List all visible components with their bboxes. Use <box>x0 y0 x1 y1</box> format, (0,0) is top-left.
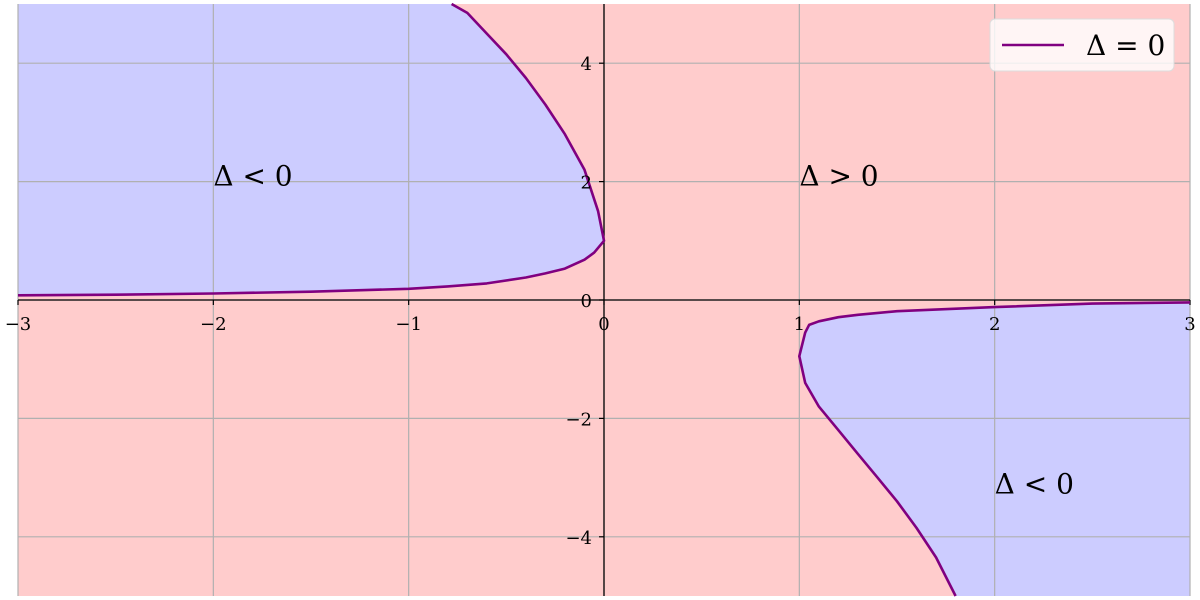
legend: Δ = 0 <box>989 18 1175 72</box>
x-tick-label: 0 <box>598 314 609 335</box>
curve-delta-zero-branch-1 <box>17 2 606 297</box>
axes <box>17 4 1191 596</box>
y-tick-label: 4 <box>581 54 592 75</box>
x-tick-label: 1 <box>794 314 805 335</box>
legend-box <box>989 18 1175 72</box>
region-annotation: Δ < 0 <box>995 468 1074 501</box>
region-annotation: Δ < 0 <box>213 160 292 193</box>
y-tick-label: 2 <box>581 173 592 194</box>
region-annotation: Δ > 0 <box>799 160 878 193</box>
curve-delta-zero-branch-2 <box>798 301 1191 597</box>
legend-label: Δ = 0 <box>1086 29 1165 62</box>
tick-labels: −3 −2 −1 0 1 2 3 −4 −2 0 2 4 <box>5 54 1196 549</box>
x-tick-label: −3 <box>5 314 32 335</box>
x-tick-label: 2 <box>989 314 1000 335</box>
x-tick-label: −2 <box>200 314 227 335</box>
curves <box>17 2 1191 597</box>
y-tick-label: −2 <box>565 409 592 430</box>
y-tick-label: −4 <box>565 528 592 549</box>
region-annotations: Δ < 0 Δ > 0 Δ < 0 <box>213 160 1074 501</box>
x-tick-label: 3 <box>1184 314 1195 335</box>
region-negative-upper-left <box>18 4 604 296</box>
y-tick-label: 0 <box>581 291 592 312</box>
x-tick-label: −1 <box>395 314 422 335</box>
